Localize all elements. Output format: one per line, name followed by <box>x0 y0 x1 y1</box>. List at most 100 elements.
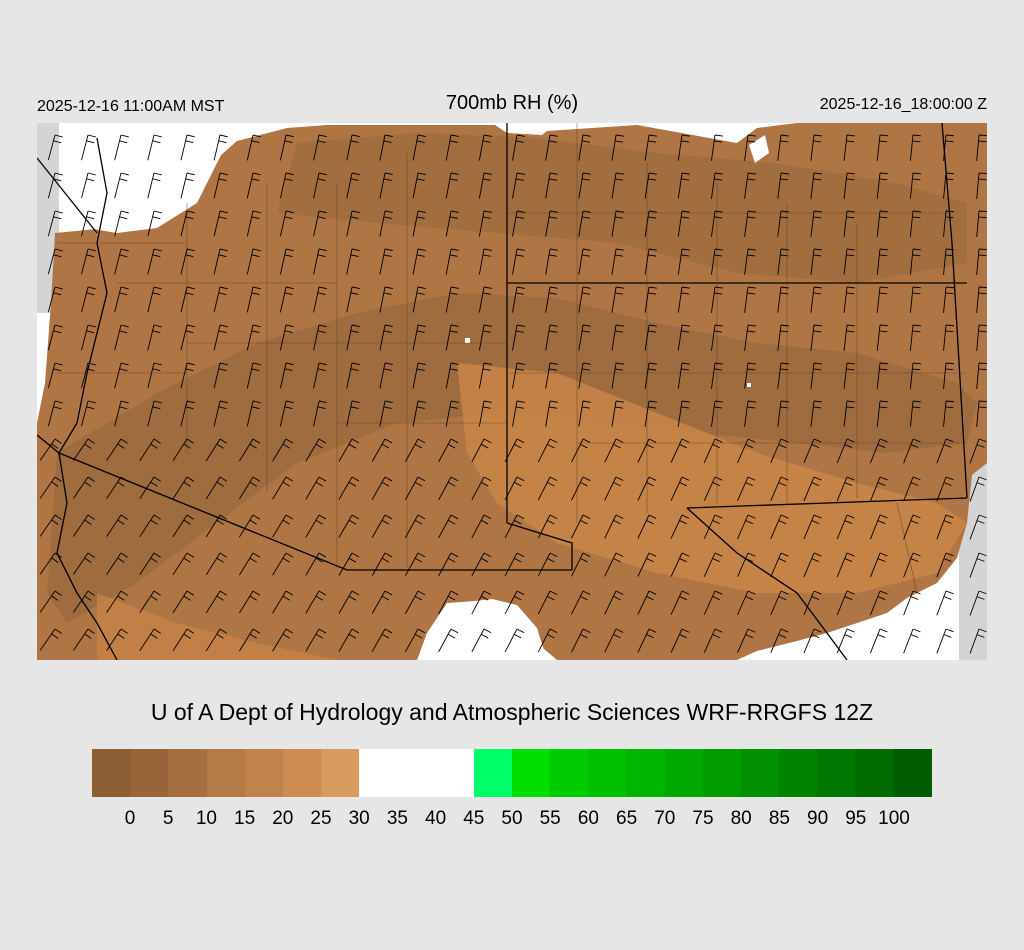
wind-barb <box>876 172 889 199</box>
wind-barb <box>976 324 987 351</box>
wind-barb <box>238 514 261 538</box>
wind-barb <box>114 324 129 351</box>
wind-barb <box>379 210 393 237</box>
wind-barb <box>969 476 987 502</box>
colorbar-label: 30 <box>348 808 370 829</box>
wind-barb <box>478 172 492 199</box>
wind-barb <box>445 324 459 351</box>
wind-barb <box>876 210 889 237</box>
wind-barb <box>744 286 756 313</box>
wind-barb <box>810 248 822 275</box>
wind-barb <box>869 552 888 578</box>
wind-barb <box>313 324 327 351</box>
wind-barb <box>545 134 558 161</box>
boundary-nv <box>37 157 98 234</box>
wind-barb <box>147 172 162 199</box>
wind-barb <box>578 362 591 389</box>
wind-barb <box>246 210 261 237</box>
wind-barb <box>737 438 756 463</box>
wind-barb <box>737 476 756 501</box>
wind-barb <box>903 438 921 464</box>
colorbar-label: 5 <box>162 808 174 829</box>
wind-barb <box>943 286 955 313</box>
wind-barb <box>272 628 294 652</box>
colorbar-label: 85 <box>768 808 790 829</box>
wind-barb <box>644 134 657 161</box>
wind-barb <box>313 286 327 313</box>
wind-barb <box>305 514 327 538</box>
wind-barb <box>147 248 162 275</box>
wind-barb <box>213 248 228 275</box>
wind-barb <box>843 362 855 389</box>
wind-barb <box>106 590 128 613</box>
wind-barb <box>578 210 591 237</box>
wind-barb <box>843 210 855 237</box>
wind-barb <box>246 400 261 427</box>
wind-barb <box>710 400 723 427</box>
wind-barb <box>412 248 426 275</box>
wind-barb <box>737 628 756 653</box>
wind-barb <box>305 590 327 614</box>
wind-barb <box>710 134 723 161</box>
wind-barb <box>670 628 690 653</box>
wind-barb <box>744 362 756 389</box>
wind-barb <box>180 210 195 237</box>
colorbar-swatch <box>893 749 932 797</box>
wind-barb <box>909 286 922 313</box>
colorbar-label: 70 <box>654 808 676 829</box>
wind-barb <box>73 552 95 575</box>
colorbar-label: 80 <box>730 808 752 829</box>
wind-barb <box>710 172 723 199</box>
wind-barb <box>371 514 393 538</box>
colorbar-label: 20 <box>272 808 294 829</box>
wind-barb <box>512 210 525 237</box>
wind-barb <box>246 286 261 313</box>
wind-barb <box>279 362 294 389</box>
wind-barb <box>836 628 855 654</box>
wind-barb <box>371 438 393 462</box>
wind-barb <box>379 324 393 351</box>
wind-barb <box>139 476 161 500</box>
rh-moist-spot-2 <box>747 383 751 387</box>
colorbar-swatch <box>359 749 398 797</box>
wind-barb <box>637 590 657 615</box>
wind-barb <box>114 400 129 427</box>
wind-barb <box>803 628 822 654</box>
wind-barb <box>604 476 624 501</box>
wind-barb <box>770 438 789 464</box>
wind-barb <box>504 590 525 615</box>
colorbar-swatch <box>855 749 894 797</box>
wind-barb <box>744 134 756 161</box>
wind-barb <box>73 628 95 651</box>
wind-barb <box>571 438 591 463</box>
wind-barb <box>313 210 327 237</box>
wind-barb <box>39 476 62 499</box>
wind-barb <box>346 324 360 351</box>
wind-barb <box>810 172 822 199</box>
wind-barb <box>843 172 855 199</box>
wind-barb <box>371 552 393 576</box>
wind-barb <box>677 210 690 237</box>
wind-barb <box>976 362 987 389</box>
colorbar-label: 95 <box>845 808 867 829</box>
wind-barb <box>943 248 955 275</box>
colorbar-label: 90 <box>807 808 829 829</box>
wind-barb <box>147 324 162 351</box>
wind-barb <box>379 400 393 427</box>
wind-barb <box>172 628 194 652</box>
wind-barb <box>710 324 723 351</box>
wind-barb <box>379 134 393 161</box>
wind-barb <box>909 172 922 199</box>
wind-barb <box>246 324 261 351</box>
wind-barb <box>936 476 954 502</box>
wind-barb <box>279 248 294 275</box>
wind-barb <box>139 552 161 576</box>
wind-barb <box>478 400 492 427</box>
wind-barb <box>777 134 789 161</box>
wind-barb <box>272 438 294 462</box>
colorbar-label: 15 <box>234 808 256 829</box>
wind-barb <box>637 552 657 577</box>
wind-barb <box>213 210 228 237</box>
wind-barb <box>47 324 63 351</box>
wind-barb <box>412 324 426 351</box>
